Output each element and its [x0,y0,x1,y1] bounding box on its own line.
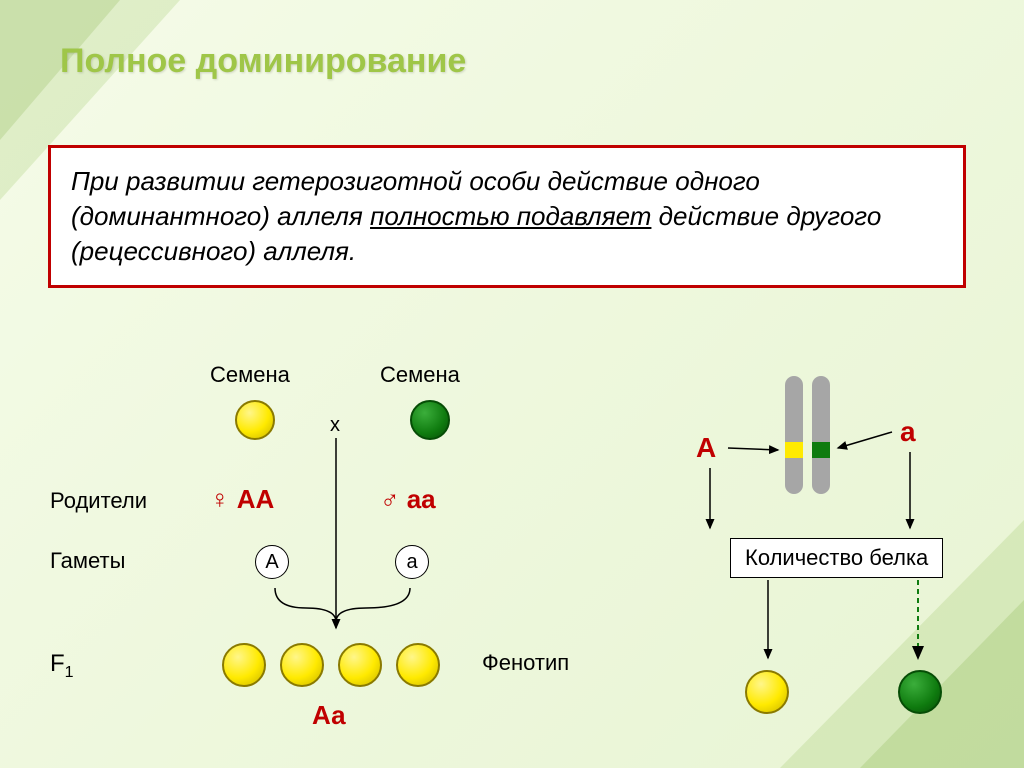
label-gametes: Гаметы [50,548,125,574]
parent-male-genotype: ♂ аа [380,484,436,515]
f1-seed-3 [338,643,382,687]
f1-genotype: Аа [312,700,346,731]
gamete-a-text: а [406,551,417,574]
label-parents: Родители [50,488,147,514]
f1-seed-2 [280,643,324,687]
definition-box: При развитии гетерозиготной особи действ… [48,145,966,288]
chromosome-1 [785,376,803,494]
chrom2-band [812,442,830,458]
chrom1-band [785,442,803,458]
seed-yellow-parent [235,400,275,440]
definition-underlined: полностью подавляет [370,201,651,231]
f1-seed-4 [396,643,440,687]
label-f1: F1 [50,650,74,682]
seed-green-parent [410,400,450,440]
gamete-A-text: А [265,551,278,574]
chromosome-2 [812,376,830,494]
label-cross-x: х [330,414,340,437]
f1-seed-1 [222,643,266,687]
label-seeds-2: Семена [380,362,460,388]
label-phenotype: Фенотип [482,650,569,676]
f1-letter: F [50,650,65,677]
phenotype-green-seed [898,670,942,714]
label-seeds-1: Семена [210,362,290,388]
allele-A-label: А [696,432,716,464]
phenotype-yellow-seed [745,670,789,714]
slide-title: Полное доминирование [60,42,466,81]
parent-female-genotype: ♀ АА [210,484,274,515]
gamete-A: А [255,545,289,579]
protein-text: Количество белка [745,545,928,570]
protein-amount-box: Количество белка [730,538,943,578]
allele-a-label: а [900,416,916,448]
gamete-a: а [395,545,429,579]
f1-sub: 1 [65,664,74,681]
